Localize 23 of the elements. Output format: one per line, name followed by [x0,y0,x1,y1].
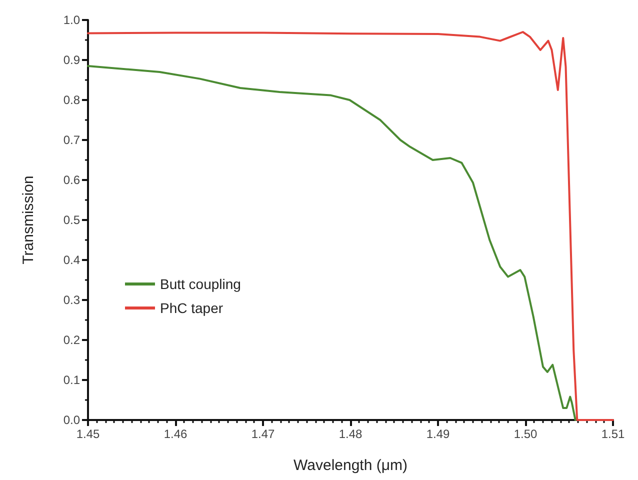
y-axis-title: Transmission [20,176,37,264]
line-series [87,65,576,421]
legend-label: PhC taper [160,300,224,316]
y-tick-label: 0.1 [63,373,80,387]
y-tick-label: 0.5 [63,213,80,227]
x-tick-label: 1.48 [338,427,362,441]
x-tick-label: 1.49 [426,427,450,441]
y-tick-label: 0.8 [63,93,80,107]
x-axis-title: Wavelength (μm) [294,457,408,474]
y-tick-label: 0.2 [63,333,80,347]
x-tick-label: 1.46 [164,427,188,441]
y-tick-label: 0.6 [63,173,80,187]
x-tick-label: 1.50 [514,427,538,441]
y-tick-label: 0.7 [63,133,80,147]
y-tick-label: 1.0 [63,13,80,27]
y-tick-label: 0.4 [63,253,80,267]
y-tick-label: 0.3 [63,293,80,307]
x-tick-label: 1.51 [601,427,625,441]
x-tick-label: 1.47 [251,427,275,441]
legend-label: Butt coupling [160,276,241,292]
x-tick-label: 1.45 [76,427,100,441]
y-tick-label: 0.0 [63,413,80,427]
y-tick-label: 0.9 [63,53,80,67]
